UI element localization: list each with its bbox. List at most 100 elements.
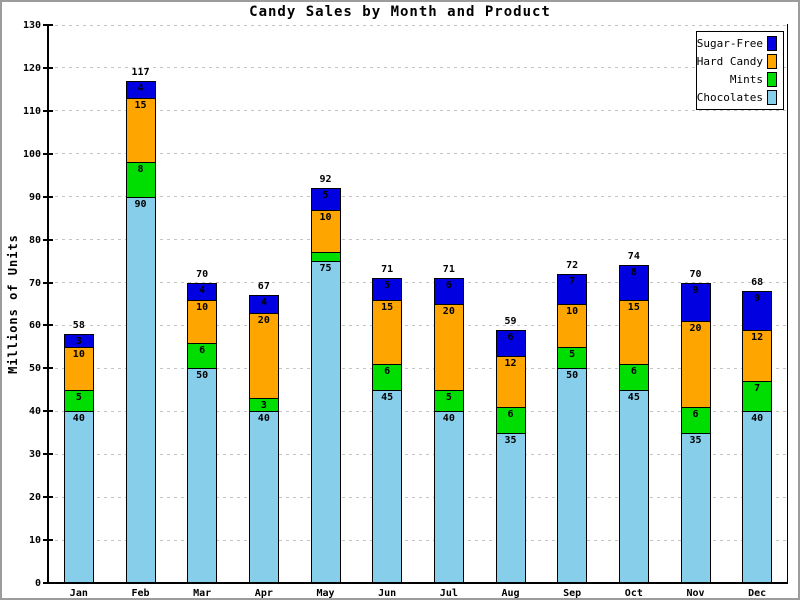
x-tick-label: May <box>316 588 335 599</box>
bar-segment-hard-candy <box>557 304 588 347</box>
segment-value-label: 6 <box>384 366 391 378</box>
legend-swatch-icon <box>767 71 777 87</box>
bar-segment-sugar-free <box>618 265 649 300</box>
x-tick-label: Feb <box>131 588 150 599</box>
bar-segment-chocolates <box>187 368 218 583</box>
segment-value-label: 15 <box>134 99 147 111</box>
segment-value-label: 10 <box>196 301 209 313</box>
y-gridline <box>48 239 788 241</box>
y-gridline <box>48 324 788 326</box>
segment-value-label: 6 <box>507 331 514 343</box>
legend-swatch-icon <box>767 89 777 105</box>
bar-segment-mints <box>187 342 218 369</box>
y-gridline <box>48 496 788 498</box>
segment-value-label: 3 <box>75 336 82 348</box>
y-gridline <box>48 67 788 69</box>
bar-segment-hard-candy <box>742 329 773 382</box>
y-axis-line <box>47 24 49 584</box>
legend-label: Chocolates <box>696 90 763 104</box>
segment-value-label: 35 <box>689 434 702 446</box>
segment-value-label: 40 <box>751 413 764 425</box>
bar-segment-chocolates <box>248 411 279 583</box>
y-gridline <box>48 453 788 455</box>
x-tick-label: Aug <box>501 588 520 599</box>
bar-total-label: 71 <box>381 264 394 276</box>
segment-value-label: 10 <box>319 211 332 223</box>
segment-value-label: 40 <box>257 413 270 425</box>
bar-segment-sugar-free <box>495 329 526 356</box>
segment-value-label: 5 <box>384 280 391 292</box>
segment-value-label: 4 <box>199 284 206 296</box>
y-axis-label: Millions of Units <box>6 234 20 374</box>
x-tick-label: Dec <box>748 588 767 599</box>
segment-value-label: 6 <box>507 409 514 420</box>
segment-value-label: 5 <box>569 348 576 360</box>
bar-segment-mints <box>63 389 94 412</box>
bar-segment-mints <box>372 364 403 390</box>
bar-segment-hard-candy <box>372 299 403 365</box>
segment-value-label: 45 <box>381 391 394 403</box>
y-tick-label: 60 <box>28 320 41 332</box>
bar-segment-sugar-free <box>187 282 218 300</box>
y-gridline <box>48 153 788 155</box>
x-tick-label: Jul <box>439 588 458 599</box>
bar-segment-sugar-free <box>125 80 156 98</box>
legend-label: Hard Candy <box>696 55 763 69</box>
bar-segment-mints <box>557 346 588 369</box>
bar-segment-hard-candy <box>680 321 711 407</box>
bar-segment-mints <box>248 398 279 412</box>
bar-segment-mints <box>495 407 526 433</box>
bar-total-label: 70 <box>196 268 209 280</box>
segment-value-label: 12 <box>504 357 517 369</box>
segment-value-label: 40 <box>72 413 85 425</box>
bar-segment-sugar-free <box>310 188 341 210</box>
segment-value-label: 20 <box>257 314 270 326</box>
segment-value-label: 5 <box>445 391 452 403</box>
segment-value-label: 5 <box>322 190 329 202</box>
bar-segment-hard-candy <box>433 304 464 390</box>
segment-value-label: 6 <box>199 344 206 356</box>
segment-value-label: 9 <box>754 293 761 305</box>
x-tick-label: Mar <box>193 588 212 599</box>
legend-item-mints: Mints <box>700 71 777 88</box>
y-tick-label: 120 <box>22 62 41 74</box>
bar-total-label: 72 <box>566 259 579 271</box>
bar-total-label: 71 <box>442 264 455 276</box>
segment-value-label: 4 <box>260 297 267 309</box>
y-tick-label: 70 <box>28 277 41 289</box>
y-gridline <box>48 282 788 284</box>
segment-value-label: 10 <box>72 348 85 360</box>
legend-label: Mints <box>729 72 763 86</box>
bar-segment-mints <box>618 364 649 390</box>
y-tick-label: 10 <box>28 535 41 547</box>
bar-segment-chocolates <box>742 411 773 583</box>
bar-segment-chocolates <box>680 432 711 583</box>
legend-item-hard-candy: Hard Candy <box>696 53 777 70</box>
segment-value-label: 90 <box>134 198 147 210</box>
segment-value-label: 4 <box>137 82 144 94</box>
segment-value-label: 40 <box>442 413 455 425</box>
bar-segment-chocolates <box>618 389 649 583</box>
segment-value-label: 6 <box>630 366 637 378</box>
segment-value-label: 5 <box>75 391 82 403</box>
x-tick-label: Sep <box>563 588 582 599</box>
plot-right-border <box>787 24 788 584</box>
y-tick-label: 20 <box>28 492 41 504</box>
segment-value-label: 75 <box>319 263 332 275</box>
x-tick-label: Apr <box>254 588 273 599</box>
segment-value-label: 8 <box>630 267 637 279</box>
y-tick-label: 130 <box>22 20 41 31</box>
bar-total-label: 58 <box>72 320 85 332</box>
segment-value-label: 50 <box>566 370 579 382</box>
y-gridline <box>48 410 788 412</box>
segment-value-label: 7 <box>569 275 576 287</box>
segment-value-label: 20 <box>442 306 455 317</box>
x-tick-label: Jun <box>378 588 397 599</box>
legend-swatch-icon <box>767 54 777 70</box>
bar-segment-mints <box>310 252 341 262</box>
y-gridline <box>48 110 788 112</box>
bar-segment-chocolates <box>433 411 464 583</box>
chart-title: Candy Sales by Month and Product <box>249 4 551 20</box>
x-tick-label: Oct <box>624 588 643 599</box>
segment-value-label: 45 <box>627 391 640 403</box>
